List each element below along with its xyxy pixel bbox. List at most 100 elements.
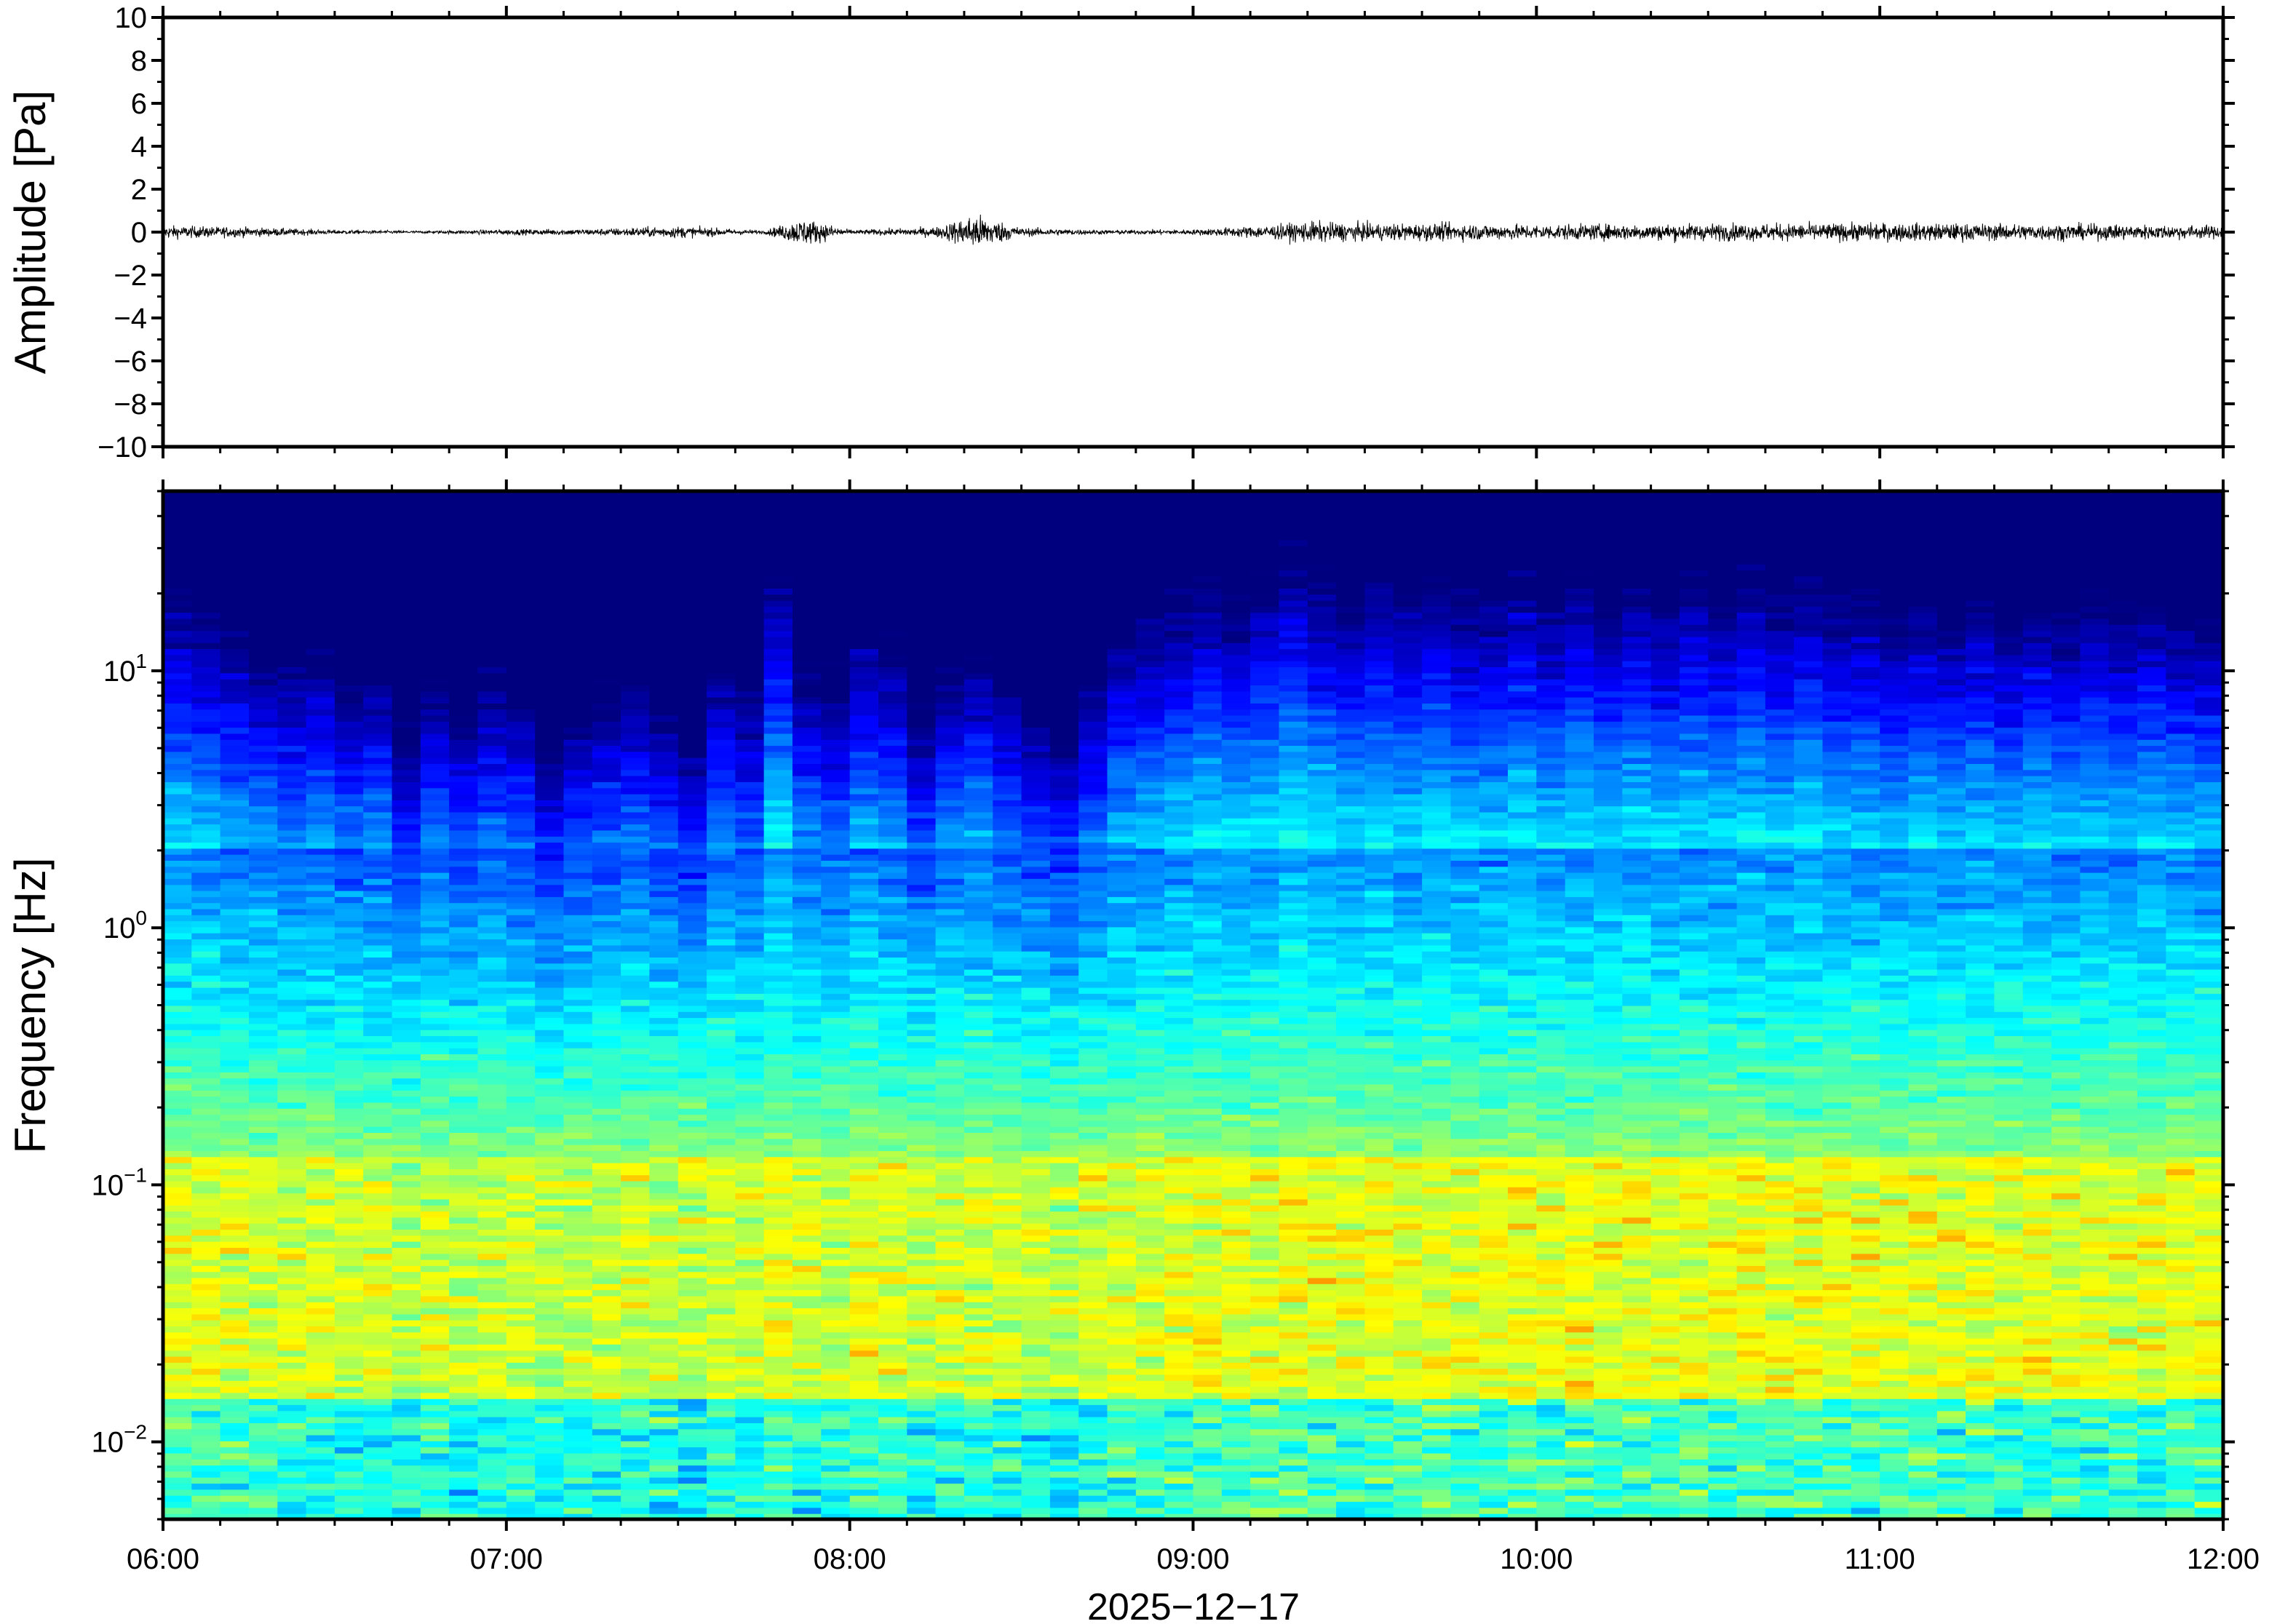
spectrogram-cell — [649, 1501, 679, 1508]
spectrogram-cell — [449, 727, 479, 734]
spectrogram-cell — [649, 672, 679, 680]
spectrogram-cell — [649, 1483, 679, 1490]
spectrogram-cell — [449, 908, 479, 915]
spectrogram-cell — [420, 545, 450, 553]
spectrogram-cell — [334, 1247, 365, 1254]
spectrogram-cell — [649, 896, 679, 904]
spectrogram-cell — [363, 1186, 393, 1194]
spectrogram-cell — [677, 702, 708, 710]
spectrogram-cell — [821, 515, 851, 522]
spectrogram-cell — [935, 1470, 965, 1478]
spectrogram-cell — [277, 1295, 307, 1302]
spectrogram-cell — [592, 950, 622, 958]
spectrogram-cell — [621, 793, 651, 800]
spectrogram-cell — [677, 1494, 708, 1502]
spectrogram-cell — [420, 648, 450, 656]
spectrogram-cell — [763, 1114, 793, 1121]
spectrogram-cell — [792, 678, 822, 685]
spectrogram-cell — [649, 690, 679, 698]
spectrogram-cell — [792, 1156, 822, 1163]
spectrogram-cell — [907, 1501, 937, 1508]
spectrogram-cell — [878, 1295, 908, 1302]
spectrogram-cell — [477, 1392, 507, 1399]
spectrogram-cell — [392, 1005, 421, 1012]
spectrogram-cell — [592, 1301, 622, 1309]
spectrogram-cell — [392, 660, 421, 667]
spectrogram-cell — [707, 1054, 736, 1061]
spectrogram-cell — [621, 1222, 651, 1230]
spectrogram-cell — [792, 781, 822, 789]
spectrogram-cell — [220, 1507, 250, 1514]
spectrogram-cell — [735, 1107, 765, 1115]
waveform-y-tick-label: −10 — [98, 431, 147, 463]
spectrogram-cell — [907, 1404, 937, 1412]
spectrogram-cell — [935, 636, 965, 643]
spectrogram-cell — [649, 968, 679, 976]
spectrogram-cell — [220, 685, 250, 692]
spectrogram-cell — [277, 1428, 307, 1436]
spectrogram-cell — [535, 1204, 565, 1212]
spectrogram-cell — [849, 817, 879, 825]
spectrogram-cell — [420, 539, 450, 546]
spectrogram-cell — [849, 811, 879, 819]
spectrogram-cell — [849, 1138, 879, 1145]
spectrogram-cell — [935, 552, 965, 559]
spectrogram-cell — [277, 715, 307, 722]
spectrogram-cell — [363, 527, 393, 535]
spectrogram-cell — [735, 1114, 765, 1121]
spectrogram-cell — [363, 1041, 393, 1048]
spectrogram-cell — [649, 1211, 679, 1218]
spectrogram-cell — [677, 612, 708, 619]
spectrogram-cell — [420, 757, 450, 764]
spectrogram-cell — [277, 630, 307, 637]
spectrogram-cell — [163, 1247, 193, 1254]
spectrogram-cell — [477, 497, 507, 504]
spectrogram-cell — [392, 1023, 421, 1030]
spectrogram-cell — [849, 1440, 879, 1448]
spectrogram-cell — [420, 1259, 450, 1266]
spectrogram-cell — [935, 757, 965, 764]
spectrogram-cell — [792, 1096, 822, 1103]
spectrogram-cell — [363, 539, 393, 546]
spectrogram-cell — [621, 521, 651, 528]
spectrogram-cell — [907, 872, 937, 879]
spectrogram-cell — [477, 1465, 507, 1472]
spectrogram-cell — [878, 600, 908, 607]
spectrogram-cell — [449, 1440, 479, 1448]
spectrogram-cell — [792, 588, 822, 595]
spectrogram-cell — [878, 1186, 908, 1194]
spectrogram-cell — [449, 799, 479, 807]
spectrogram-cell — [707, 926, 736, 934]
spectrogram-cell — [563, 890, 593, 897]
spectrogram-cell — [649, 642, 679, 650]
spectrogram-cell — [277, 685, 307, 692]
spectrogram-cell — [163, 866, 193, 873]
spectrogram-cell — [707, 1083, 736, 1091]
spectrogram-cell — [621, 672, 651, 680]
spectrogram-cell — [363, 1271, 393, 1278]
spectrogram-cell — [963, 1071, 994, 1079]
spectrogram-cell — [563, 1277, 593, 1284]
spectrogram-cell — [420, 1102, 450, 1109]
spectrogram-cell — [220, 1198, 250, 1206]
spectrogram-cell — [592, 1398, 622, 1406]
spectrogram-cell — [449, 1180, 479, 1187]
spectrogram-cell — [792, 848, 822, 855]
spectrogram-cell — [306, 1065, 335, 1072]
spectrogram-cell — [707, 1428, 736, 1436]
spectrogram-cell — [392, 775, 421, 782]
spectrogram-cell — [763, 1083, 793, 1091]
spectrogram-cell — [449, 660, 479, 667]
spectrogram-cell — [907, 1307, 937, 1315]
spectrogram-cell — [677, 1350, 708, 1357]
spectrogram-cell — [878, 1235, 908, 1242]
spectrogram-cell — [449, 987, 479, 994]
spectrogram-cell — [735, 1483, 765, 1490]
spectrogram-cell — [220, 497, 250, 504]
spectrogram-cell — [677, 1277, 708, 1284]
spectrogram-cell — [535, 600, 565, 607]
spectrogram-cell — [191, 642, 221, 650]
spectrogram-cell — [277, 1410, 307, 1417]
spectrogram-cell — [763, 1422, 793, 1430]
spectrogram-cell — [763, 835, 793, 843]
